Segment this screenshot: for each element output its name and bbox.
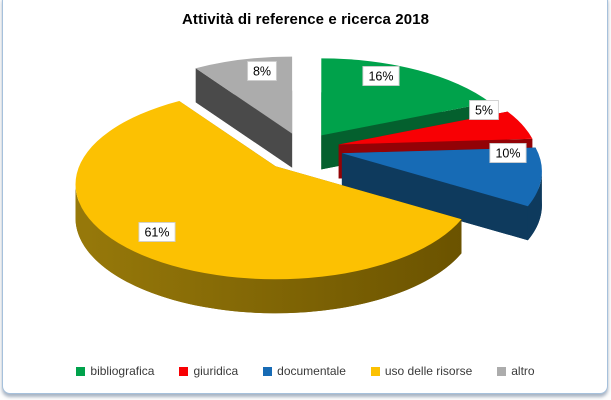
legend-label: documentale — [277, 364, 346, 378]
legend-swatch — [497, 366, 507, 376]
legend-item-documentale[interactable]: documentale — [263, 364, 346, 378]
svg-text:61%: 61% — [144, 226, 169, 240]
svg-text:10%: 10% — [495, 147, 520, 161]
slice-arc-wall — [527, 171, 542, 241]
svg-text:5%: 5% — [475, 104, 493, 118]
legend-item-altro[interactable]: altro — [497, 364, 535, 378]
slice-radial-wall — [341, 153, 528, 241]
legend-label: altro — [511, 364, 535, 378]
data-label-bibliografica: 16% — [362, 66, 400, 86]
legend-swatch — [263, 366, 273, 376]
data-label-giuridica: 5% — [469, 100, 499, 120]
data-label-uso-delle-risorse: 61% — [138, 222, 176, 242]
chart-legend: bibliografica giuridica documentale uso del… — [0, 364, 611, 378]
legend-label: uso delle risorse — [384, 364, 473, 378]
slice-arc-wall — [75, 184, 462, 314]
legend-swatch — [370, 366, 380, 376]
data-label-altro: 8% — [247, 61, 277, 81]
legend-label: giuridica — [193, 364, 239, 378]
legend-label: bibliografica — [90, 364, 155, 378]
chart-title: Attività di reference e ricerca 2018 — [181, 11, 430, 28]
svg-text:16%: 16% — [368, 70, 393, 84]
legend-item-uso-delle-risorse[interactable]: uso delle risorse — [370, 364, 473, 378]
legend-item-bibliografica[interactable]: bibliografica — [76, 364, 154, 378]
svg-text:8%: 8% — [253, 65, 271, 79]
legend-swatch — [76, 366, 86, 376]
data-label-documentale: 10% — [489, 143, 527, 163]
slice-radial-wall — [195, 68, 293, 168]
legend-item-giuridica[interactable]: giuridica — [179, 364, 238, 378]
legend-swatch — [179, 366, 189, 376]
